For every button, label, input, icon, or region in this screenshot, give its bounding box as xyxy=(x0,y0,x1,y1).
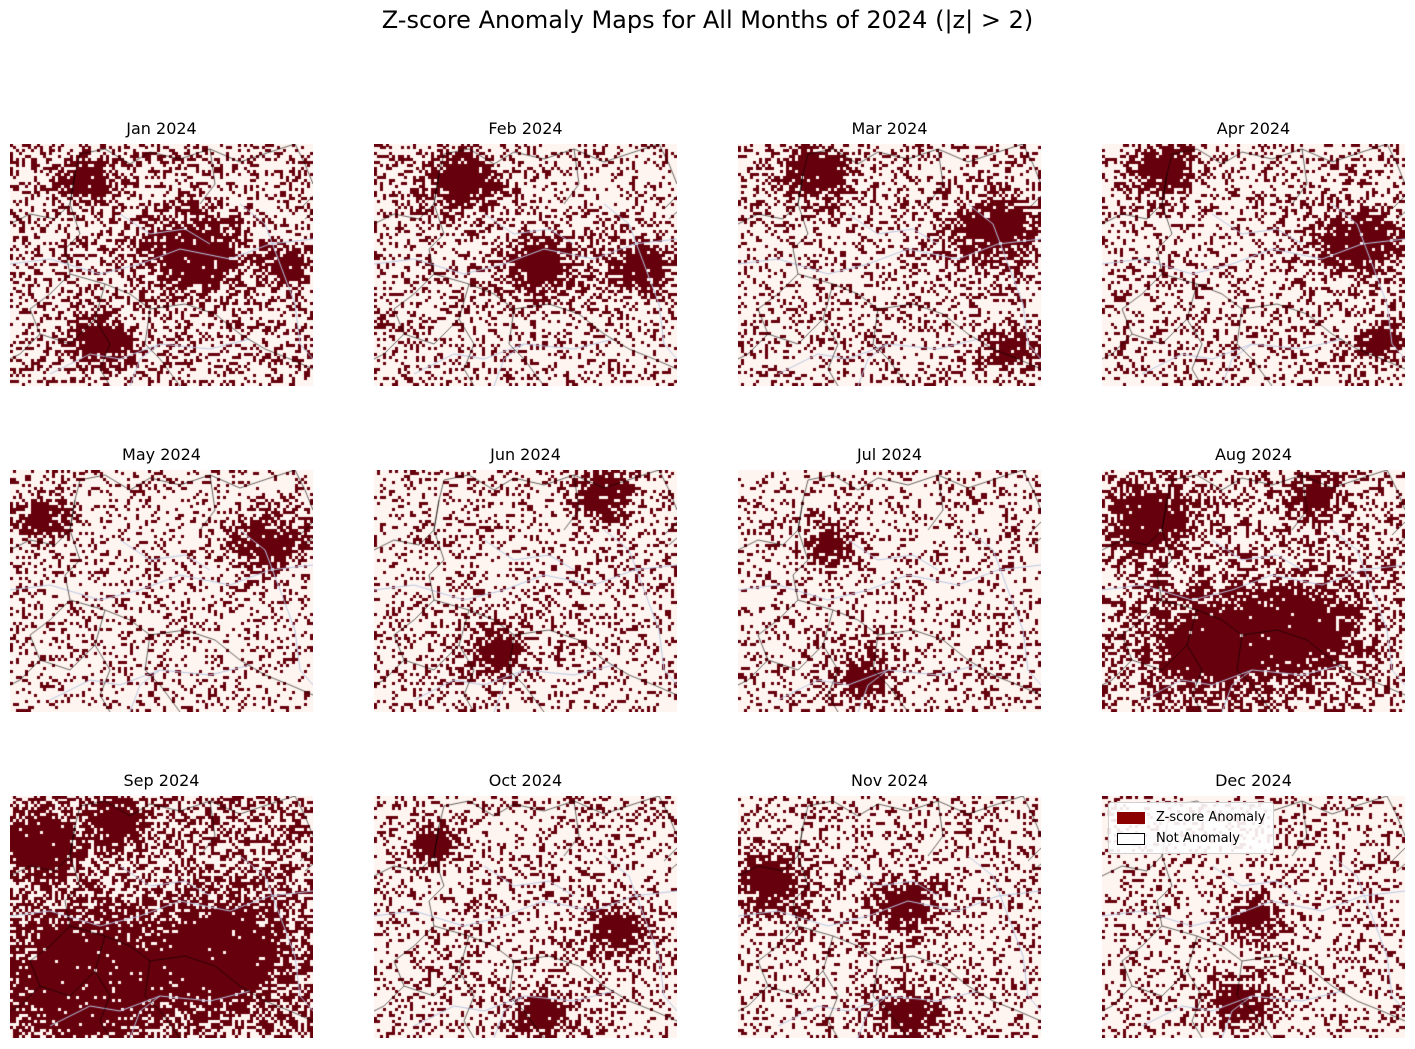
map-panel: Jul 2024 xyxy=(738,445,1041,712)
map-panel: Jun 2024 xyxy=(374,445,677,712)
legend-swatch xyxy=(1117,832,1145,845)
anomaly-map xyxy=(10,144,313,386)
map-panel: Nov 2024 xyxy=(738,771,1041,1038)
legend-label: Not Anomaly xyxy=(1156,831,1240,846)
anomaly-map xyxy=(1102,144,1405,386)
anomaly-map xyxy=(738,796,1041,1038)
panel-title: Dec 2024 xyxy=(1215,771,1292,790)
legend-label: Z-score Anomaly xyxy=(1156,810,1266,825)
map-panel: Apr 2024 xyxy=(1102,119,1405,386)
panel-title: Jul 2024 xyxy=(856,445,923,464)
anomaly-map xyxy=(374,470,677,712)
legend-entry: Not Anomaly xyxy=(1117,828,1265,849)
legend: Z-score Anomaly Not Anomaly xyxy=(1108,802,1275,854)
anomaly-map xyxy=(738,144,1041,386)
panel-title: Mar 2024 xyxy=(851,119,928,138)
anomaly-map xyxy=(10,470,313,712)
panel-title: Oct 2024 xyxy=(488,771,563,790)
legend-entry: Z-score Anomaly xyxy=(1117,807,1265,828)
map-panel: Mar 2024 xyxy=(738,119,1041,386)
anomaly-map xyxy=(738,470,1041,712)
panel-title: Jan 2024 xyxy=(126,119,197,138)
map-panel: Aug 2024 xyxy=(1102,445,1405,712)
panel-title: Jun 2024 xyxy=(490,445,561,464)
panel-title: May 2024 xyxy=(122,445,201,464)
panel-title: Apr 2024 xyxy=(1216,119,1291,138)
map-panel: Sep 2024 xyxy=(10,771,313,1038)
map-panel: Dec 2024 Z-score Anomaly Not Anomaly xyxy=(1102,771,1405,1038)
anomaly-map xyxy=(374,796,677,1038)
legend-swatch xyxy=(1117,811,1145,824)
map-panel: Feb 2024 xyxy=(374,119,677,386)
map-panel: Oct 2024 xyxy=(374,771,677,1038)
panel-title: Feb 2024 xyxy=(488,119,563,138)
panel-title: Aug 2024 xyxy=(1214,445,1293,464)
anomaly-map xyxy=(10,796,313,1038)
figure-title: Z-score Anomaly Maps for All Months of 2… xyxy=(381,6,1034,34)
map-panel: May 2024 xyxy=(10,445,313,712)
panel-title: Sep 2024 xyxy=(123,771,200,790)
panel-title: Nov 2024 xyxy=(850,771,929,790)
anomaly-map xyxy=(374,144,677,386)
anomaly-map xyxy=(1102,470,1405,712)
map-panel: Jan 2024 xyxy=(10,119,313,386)
